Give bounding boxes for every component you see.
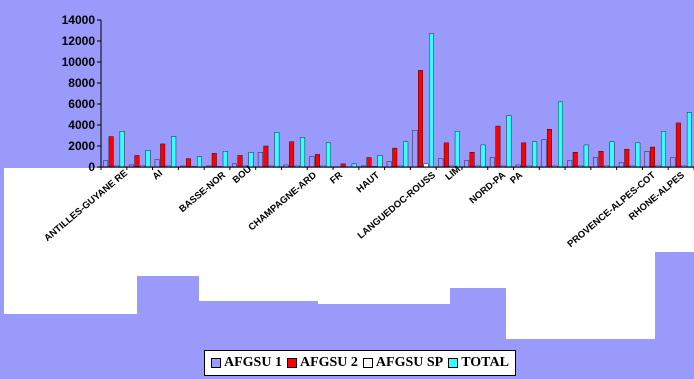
bar-total [686, 112, 692, 168]
bar-afgsu-1 [154, 159, 160, 168]
bar-total [300, 137, 306, 168]
bar-total [480, 144, 486, 168]
bar-afgsu-2 [186, 158, 191, 168]
bar-afgsu-2 [237, 155, 243, 168]
y-axis: 0 2000 4000 6000 8000 10000 12000 14000 [62, 13, 102, 174]
label-panel-5 [506, 168, 655, 339]
bar-afgsu-2 [134, 155, 140, 168]
bar-afgsu-2 [469, 152, 475, 168]
bar-afgsu-2 [160, 143, 166, 168]
y-tick-label: 4000 [68, 118, 95, 132]
y-tick-label: 6000 [68, 97, 95, 111]
legend-swatch-total [448, 358, 459, 368]
legend-swatch-afgsu-sp [362, 358, 373, 368]
bar-afgsu-2 [443, 142, 449, 168]
bar-afgsu-1 [670, 157, 676, 168]
bar-afgsu-1 [103, 160, 109, 168]
bars [103, 33, 692, 168]
bar-total [635, 142, 641, 168]
legend: AFGSU 1 AFGSU 2 AFGSU SP TOTAL [204, 350, 516, 376]
label-panel-1 [137, 168, 199, 276]
bar-afgsu-2 [366, 157, 372, 168]
bar-afgsu-2 [598, 151, 604, 168]
legend-item-afgsu-sp: AFGSU SP [362, 355, 444, 371]
bar-afgsu-1 [644, 151, 650, 168]
category-label-panels [4, 168, 694, 339]
bar-total [532, 141, 538, 168]
label-panel-3 [318, 168, 450, 304]
bar-afgsu-2 [289, 141, 295, 168]
label-panel-4 [450, 168, 506, 288]
bar-afgsu-2 [392, 147, 398, 168]
x-axis [100, 166, 694, 170]
bar-afgsu-1 [464, 160, 470, 168]
legend-label-total: TOTAL [461, 355, 509, 370]
bar-afgsu-2 [546, 128, 552, 168]
bar-afgsu-2 [314, 154, 320, 168]
y-tick-label: 0 [88, 160, 95, 174]
bar-afgsu-2 [624, 148, 630, 168]
legend-swatch-afgsu-1 [211, 358, 221, 368]
bar-afgsu-2 [108, 136, 114, 168]
bar-total [119, 131, 125, 168]
bar-afgsu-1 [541, 139, 547, 168]
bar-total [274, 132, 280, 168]
y-tick-label: 8000 [68, 76, 95, 90]
label-panel-2 [199, 168, 318, 301]
bar-afgsu-2 [650, 146, 656, 168]
legend-label-afgsu-1: AFGSU 1 [224, 355, 282, 370]
bar-afgsu-2 [495, 125, 501, 168]
bar-total [325, 142, 331, 168]
bar-afgsu-1 [309, 156, 315, 168]
bar-total [222, 151, 228, 168]
bar-total [454, 131, 460, 168]
bar-total [377, 155, 383, 168]
bar-afgsu-2 [211, 153, 217, 168]
bar-total [429, 33, 434, 168]
bar-afgsu-2 [521, 142, 527, 168]
bar-total [609, 141, 615, 168]
y-tick-label: 10000 [62, 55, 96, 69]
bar-afgsu-1 [593, 157, 598, 168]
label-panel-6 [655, 168, 694, 252]
legend-item-total: TOTAL [448, 355, 509, 371]
bar-afgsu-1 [489, 157, 495, 168]
bar-total [506, 115, 512, 168]
bar-afgsu-1 [386, 161, 392, 168]
bar-total [403, 141, 409, 168]
bar-total [197, 156, 202, 168]
bar-afgsu-1 [412, 130, 418, 168]
label-panel-0 [4, 168, 137, 314]
bar-total [145, 149, 151, 168]
bar-afgsu-1 [438, 158, 444, 168]
bar-total [557, 101, 563, 168]
legend-label-afgsu-sp: AFGSU SP [375, 355, 444, 370]
legend-swatch-afgsu-2 [286, 358, 297, 368]
legend-item-afgsu-2: AFGSU 2 [286, 355, 358, 371]
y-tick-label: 14000 [62, 13, 96, 27]
bar-afgsu-2 [418, 70, 423, 168]
bar-afgsu-1 [257, 152, 263, 168]
y-tick-label: 2000 [68, 139, 95, 153]
bar-afgsu-2 [675, 122, 681, 168]
bar-afgsu-1 [618, 162, 624, 168]
bar-afgsu-2 [263, 145, 269, 168]
bar-afgsu-1 [567, 160, 573, 168]
bar-afgsu-2 [572, 152, 578, 168]
bar-total [583, 144, 589, 168]
legend-label-afgsu-2: AFGSU 2 [299, 355, 358, 370]
bar-total [661, 131, 667, 168]
legend-item-afgsu-1: AFGSU 1 [211, 355, 282, 371]
bar-total [171, 136, 177, 168]
y-tick-label: 12000 [62, 34, 96, 48]
bar-total [248, 152, 254, 168]
